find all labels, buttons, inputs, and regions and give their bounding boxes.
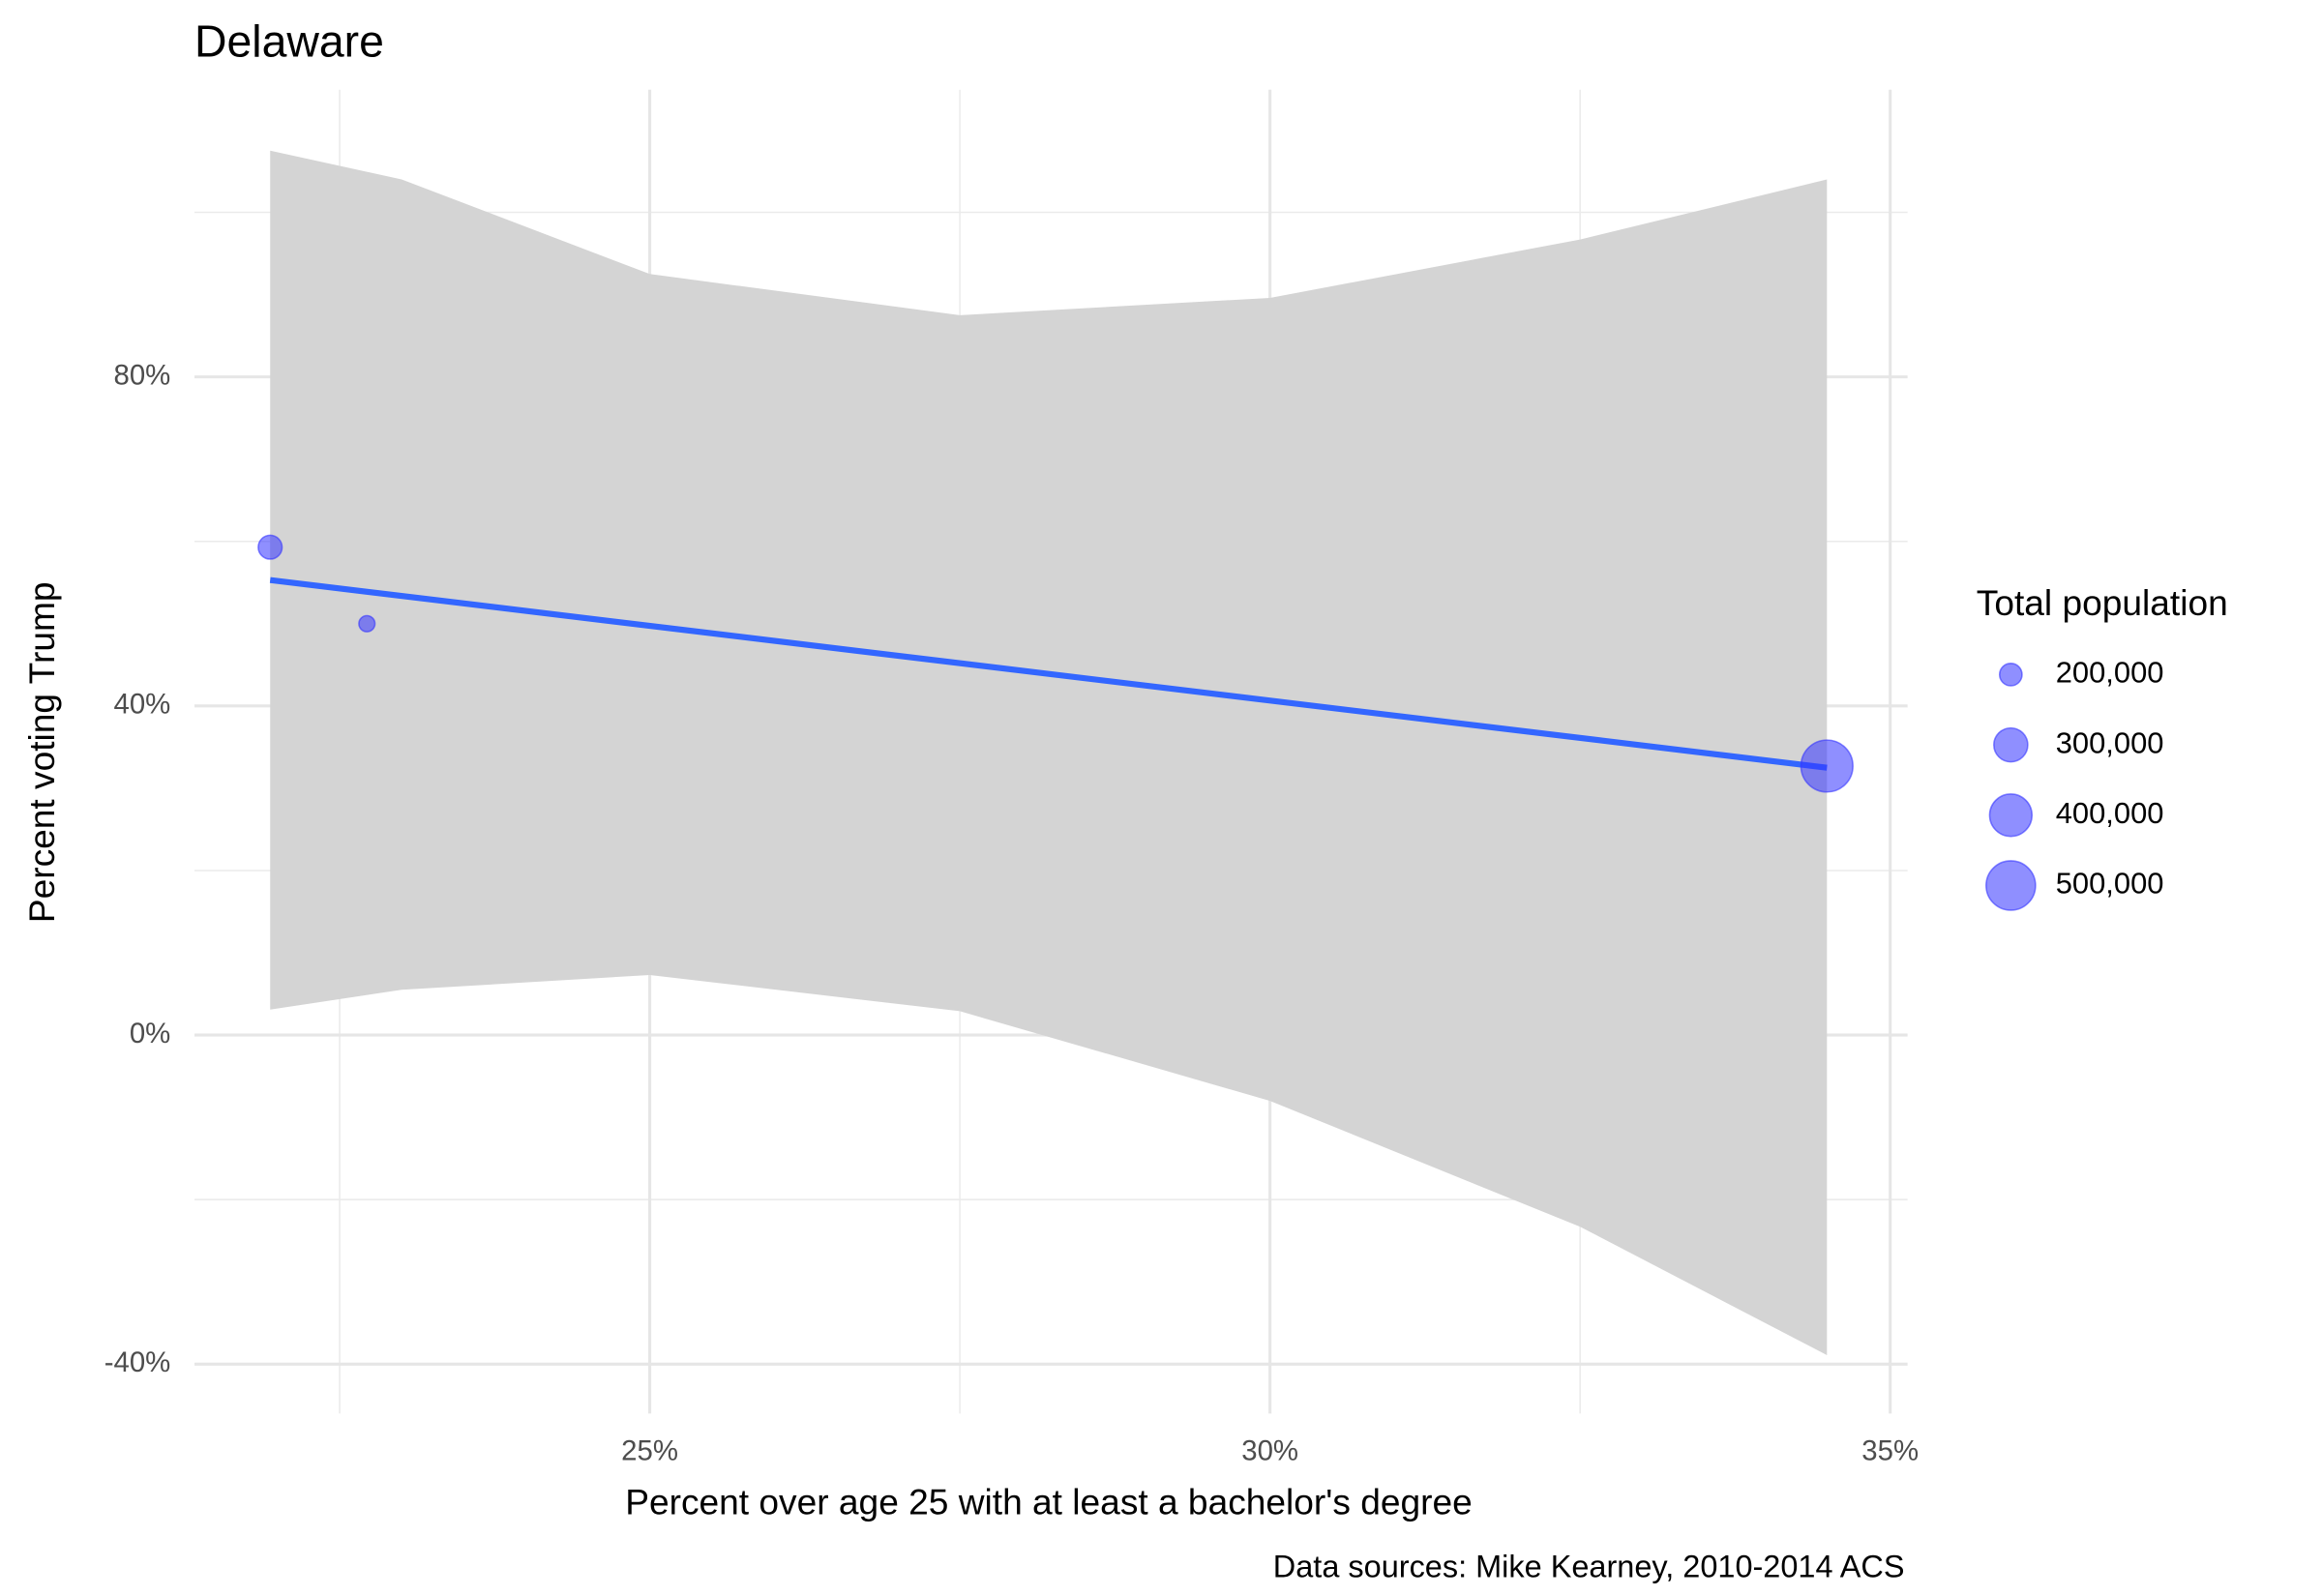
legend-label: 500,000 xyxy=(2056,867,2164,901)
point xyxy=(1800,739,1854,793)
legend-key xyxy=(1998,663,2023,687)
legend-label: 200,000 xyxy=(2056,656,2164,690)
legend-key xyxy=(1985,860,2037,911)
confidence-band xyxy=(270,150,1828,1355)
y-tick-label: 0% xyxy=(130,1018,170,1049)
point xyxy=(257,534,283,560)
legend-label: 300,000 xyxy=(2056,725,2164,759)
x-tick-label: 25% xyxy=(621,1434,678,1466)
x-axis-label: Percent over age 25 with at least a bach… xyxy=(625,1481,1473,1522)
point xyxy=(358,614,376,633)
legend-key xyxy=(1993,726,2029,763)
trend-line xyxy=(269,576,1828,771)
legend-key xyxy=(1988,793,2034,838)
caption: Data sources: Mike Kearney, 2010-2014 AC… xyxy=(1273,1550,1905,1584)
chart-title: Delaware xyxy=(194,16,384,67)
x-tick-label: 35% xyxy=(1861,1434,1919,1466)
x-tick-label: 30% xyxy=(1241,1434,1298,1466)
y-tick-label: 80% xyxy=(113,359,170,391)
y-tick-label: 40% xyxy=(113,689,170,721)
legend-title: Total population xyxy=(1977,582,2228,623)
y-axis-label: Percent voting Trump xyxy=(21,581,62,923)
y-tick-label: -40% xyxy=(104,1346,171,1378)
legend-label: 400,000 xyxy=(2056,796,2164,830)
